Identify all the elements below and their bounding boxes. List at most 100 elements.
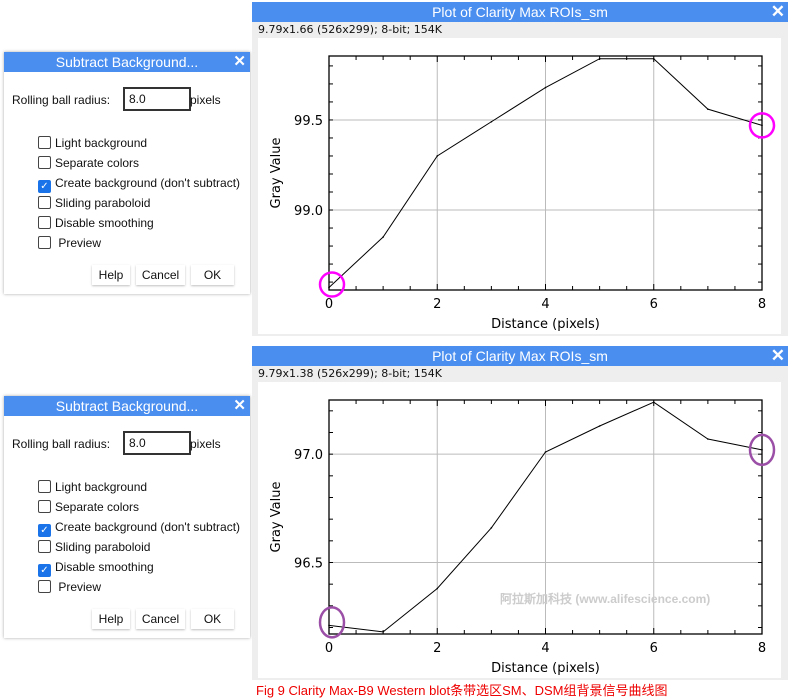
option-checkbox[interactable]: Light background [38, 479, 147, 495]
y-tick-label: 97.0 [294, 448, 323, 463]
profile-plot: 0 2 4 6 8 99.0 99.5 Distance (pixels) Gray Value [258, 38, 781, 334]
option-checkbox[interactable]: ✓ Create background (don't subtract) [38, 175, 240, 193]
y-tick-label: 99.5 [294, 114, 323, 129]
watermark: 阿拉斯加科技 (www.alifescience.com) [500, 592, 711, 606]
x-axis-label: Distance (pixels) [491, 317, 600, 332]
plot-window-1: Plot of Clarity Max ROIs_sm ✕ 9.79x1.66 (5… [252, 2, 788, 336]
checkbox-unchecked-icon[interactable] [38, 236, 51, 249]
radius-label: Rolling ball radius: [12, 437, 111, 451]
x-tick-label: 8 [758, 641, 766, 656]
option-label: Preview [55, 236, 102, 250]
dialog-title-bar[interactable]: Subtract Background... ✕ [4, 396, 250, 416]
checkbox-unchecked-icon[interactable] [38, 196, 51, 209]
radius-input[interactable]: 8.0 [123, 87, 191, 111]
checkbox-unchecked-icon[interactable] [38, 580, 51, 593]
subtract-background-dialog-2: Subtract Background... ✕ Rolling ball radi… [4, 396, 250, 638]
x-tick-label: 0 [325, 297, 333, 312]
image-info: 9.79x1.66 (526x299); 8-bit; 154K [258, 23, 443, 36]
help-button[interactable]: Help [92, 265, 130, 285]
close-icon[interactable]: ✕ [233, 53, 246, 70]
plot-frame [328, 55, 763, 291]
close-icon[interactable]: ✕ [770, 2, 785, 21]
data-point [761, 124, 763, 127]
x-axis-label: Distance (pixels) [491, 661, 600, 676]
option-label: Disable smoothing [55, 560, 154, 574]
option-label: Separate colors [55, 156, 140, 170]
data-point [598, 57, 601, 60]
checkbox-unchecked-icon[interactable] [38, 216, 51, 229]
dialog-title: Subtract Background... [55, 398, 199, 414]
data-point [490, 120, 493, 123]
option-checkbox[interactable]: Preview [38, 579, 101, 595]
option-label: Disable smoothing [55, 216, 154, 230]
option-checkbox[interactable]: Disable smoothing [38, 215, 154, 231]
radius-input[interactable]: 8.0 [123, 431, 191, 455]
checkbox-checked-icon[interactable]: ✓ [38, 180, 51, 193]
highlight-circle [748, 112, 776, 139]
plot-frame [328, 399, 763, 635]
dialog-title-bar[interactable]: Subtract Background... ✕ [4, 52, 250, 72]
ok-button[interactable]: OK [191, 609, 234, 629]
close-icon[interactable]: ✕ [233, 397, 246, 414]
data-point [707, 108, 709, 110]
highlight-circle [748, 433, 776, 467]
option-checkbox[interactable]: Separate colors [38, 499, 139, 515]
radius-unit: pixels [190, 437, 221, 451]
subtract-background-dialog-1: Subtract Background... ✕ Rolling ball radi… [4, 52, 250, 294]
data-point [544, 451, 547, 453]
option-checkbox[interactable]: Separate colors [38, 155, 139, 171]
cancel-button[interactable]: Cancel [136, 609, 185, 629]
y-axis-label: Gray Value [269, 482, 284, 553]
x-tick-label: 4 [541, 297, 549, 312]
checkbox-unchecked-icon[interactable] [38, 156, 51, 169]
option-checkbox[interactable]: ✓ Create background (don't subtract) [38, 519, 241, 537]
checkbox-unchecked-icon[interactable] [38, 500, 51, 513]
option-checkbox[interactable]: Light background [38, 135, 147, 151]
option-label: Light background [55, 136, 148, 150]
x-tick-label: 6 [650, 297, 658, 312]
data-point [761, 449, 763, 451]
checkbox-unchecked-icon[interactable] [38, 136, 51, 149]
x-tick-label: 2 [433, 641, 441, 656]
data-point [598, 425, 601, 427]
checkbox-unchecked-icon[interactable] [38, 540, 51, 553]
option-checkbox[interactable]: Sliding paraboloid [38, 195, 150, 211]
option-checkbox[interactable]: Sliding paraboloid [38, 539, 150, 555]
image-info: 9.79x1.38 (526x299); 8-bit; 154K [258, 367, 443, 380]
profile-plot: 0 2 4 6 8 96.5 97.0 Distance (pixels) Gray Value [258, 382, 781, 678]
dialog-title: Subtract Background... [55, 54, 199, 70]
y-tick-label: 99.0 [294, 204, 323, 219]
checkbox-checked-icon[interactable]: ✓ [38, 524, 51, 537]
plot-window-title: Plot of Clarity Max ROIs_sm [432, 4, 608, 20]
data-point [652, 57, 655, 60]
data-point [382, 236, 384, 238]
ok-button[interactable]: OK [191, 265, 234, 285]
highlight-circle [318, 271, 346, 298]
checkbox-checked-icon[interactable]: ✓ [38, 564, 51, 577]
data-point [328, 624, 330, 627]
checkbox-unchecked-icon[interactable] [38, 480, 51, 493]
option-checkbox[interactable]: Preview [38, 235, 101, 251]
help-button[interactable]: Help [92, 609, 130, 629]
close-icon[interactable]: ✕ [770, 346, 785, 365]
option-label: Sliding paraboloid [55, 196, 151, 210]
radius-unit: pixels [190, 93, 221, 107]
option-label: Separate colors [55, 500, 140, 514]
data-point [436, 155, 439, 157]
highlight-circle [318, 606, 346, 639]
x-tick-label: 6 [650, 641, 658, 656]
data-point [544, 86, 547, 89]
x-tick-label: 4 [541, 641, 549, 656]
data-point [328, 286, 330, 289]
plot-window-title: Plot of Clarity Max ROIs_sm [432, 348, 608, 364]
plot-title-bar[interactable]: Plot of Clarity Max ROIs_sm ✕ [252, 2, 788, 22]
cancel-button[interactable]: Cancel [136, 265, 185, 285]
y-axis-label: Gray Value [269, 138, 284, 209]
data-point [707, 438, 709, 440]
data-point [652, 401, 655, 403]
option-checkbox[interactable]: ✓ Disable smoothing [38, 559, 154, 577]
option-label: Light background [55, 480, 148, 494]
figure-caption: Fig 9 Clarity Max-B9 Western blot条带选区SM、… [256, 683, 668, 698]
plot-title-bar[interactable]: Plot of Clarity Max ROIs_sm ✕ [252, 346, 788, 366]
option-label: Create background (don't subtract) [55, 520, 241, 534]
